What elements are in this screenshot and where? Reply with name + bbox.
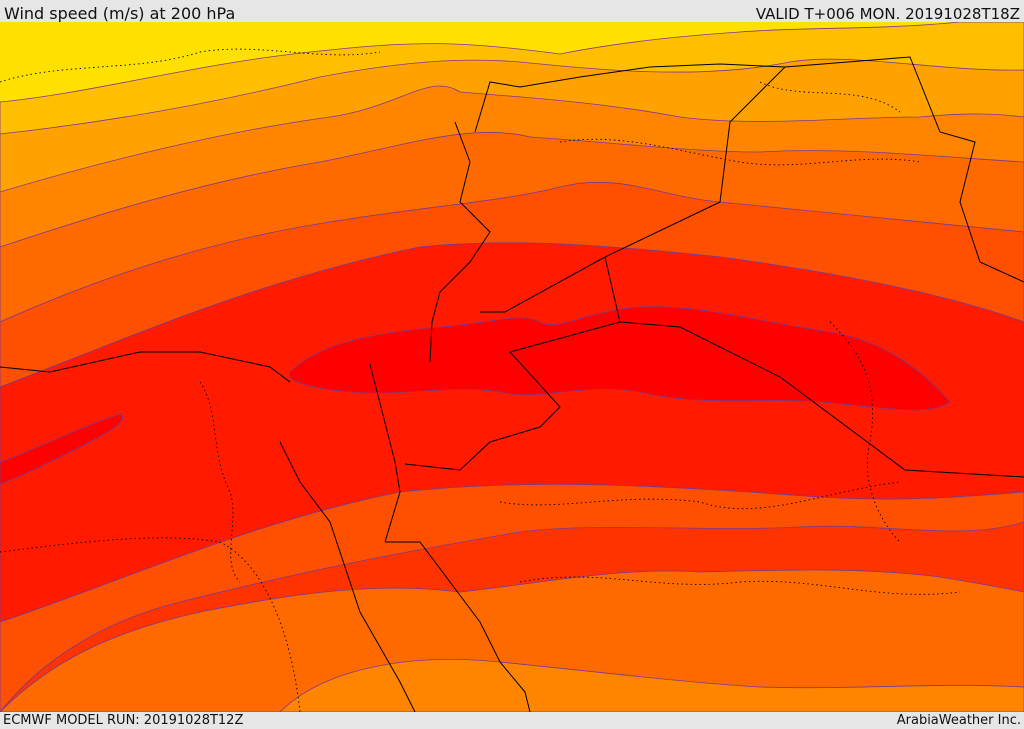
- band-5-south: [0, 569, 1024, 712]
- country-borders: [0, 56, 1024, 712]
- model-run-label: ECMWF MODEL RUN: 20191028T12Z: [3, 713, 244, 728]
- band-9-west-patch: [0, 413, 123, 485]
- credit-label: ArabiaWeather Inc.: [896, 713, 1021, 728]
- band-9-jet-core: [289, 306, 951, 411]
- region-borders: [0, 48, 961, 712]
- footer-bar: ECMWF MODEL RUN: 20191028T12Z ArabiaWeat…: [0, 712, 1024, 729]
- map-title: Wind speed (m/s) at 200 hPa: [4, 4, 236, 23]
- band-4-south: [279, 659, 1024, 712]
- valid-time-label: VALID T+006 MON. 20191028T18Z: [755, 5, 1020, 23]
- header-bar: Wind speed (m/s) at 200 hPa VALID T+006 …: [0, 0, 1024, 23]
- wind-speed-map: [0, 22, 1024, 712]
